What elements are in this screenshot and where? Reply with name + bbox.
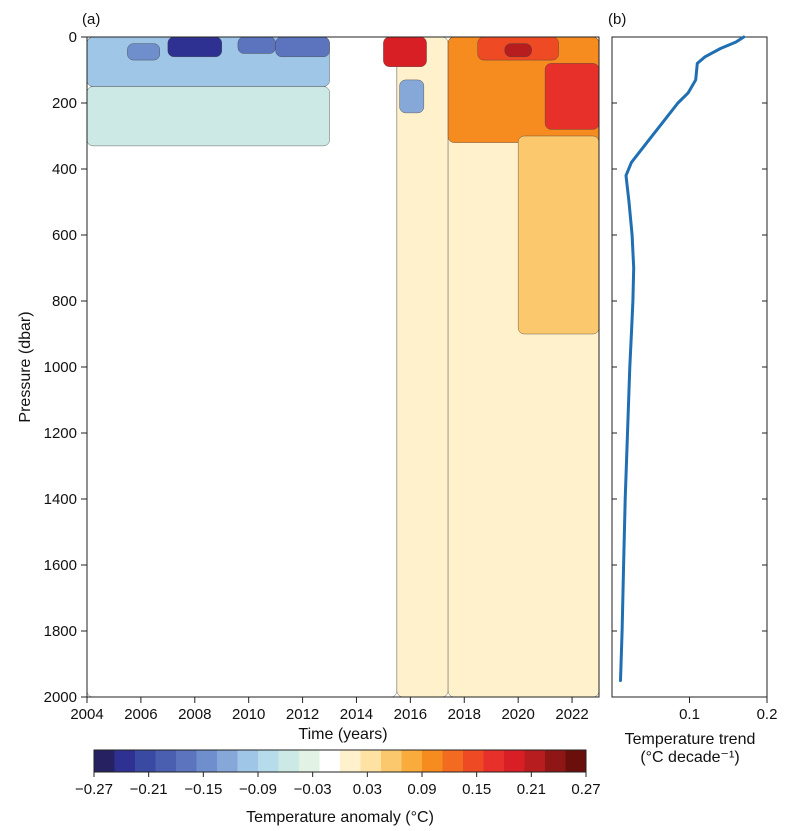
colorbar-tick-label: −0.09 (239, 781, 277, 798)
colorbar-swatch (340, 750, 361, 772)
colorbar-swatch (114, 750, 136, 772)
colorbar-label: Temperature anomaly (°C) (246, 809, 434, 826)
colorbar-swatch (360, 750, 382, 772)
anomaly-region (127, 43, 160, 61)
y-tick-label: 1200 (44, 425, 77, 442)
anomaly-region (167, 36, 222, 57)
y-tick-label: 200 (52, 95, 77, 112)
y-tick-label: 400 (52, 161, 77, 178)
y-tick-label: 1400 (44, 491, 77, 508)
trend-plot-area (619, 35, 746, 682)
x-tick-label: 2014 (340, 706, 373, 723)
y-tick-label: 1600 (44, 557, 77, 574)
colorbar-swatch (299, 750, 320, 772)
colorbar-tick-label: 0.21 (517, 781, 546, 798)
colorbar-swatch (319, 750, 341, 772)
colorbar-frame (93, 749, 587, 773)
y-tick-label: 1000 (44, 359, 77, 376)
x-tick-label: 2004 (70, 706, 103, 723)
heatmap-x-axis-label: Time (years) (298, 726, 387, 743)
colorbar-tick-label: −0.15 (184, 781, 222, 798)
colorbar-swatch (94, 750, 115, 772)
anomaly-region (237, 36, 276, 54)
x-tick-label: 2020 (501, 706, 534, 723)
x-tick-label: 2016 (394, 706, 427, 723)
y-tick-label: 800 (52, 293, 77, 310)
colorbar-tick-label: −0.21 (130, 781, 168, 798)
colorbar-swatch (401, 750, 423, 772)
colorbar-swatch (135, 750, 156, 772)
colorbar-swatch (545, 750, 566, 772)
x-tick-label: 2010 (232, 706, 265, 723)
colorbar (93, 749, 587, 773)
anomaly-region (275, 36, 330, 57)
trend-x-tick-label: 0.2 (757, 706, 778, 723)
colorbar-tick-label: −0.27 (75, 781, 113, 798)
colorbar-swatch (381, 750, 402, 772)
trend-line (619, 35, 746, 682)
x-tick-label: 2012 (286, 706, 319, 723)
x-tick-label: 2006 (124, 706, 157, 723)
colorbar-swatch (483, 750, 505, 772)
colorbar-swatch (196, 750, 218, 772)
colorbar-swatch (155, 750, 177, 772)
colorbar-swatch (217, 750, 238, 772)
colorbar-swatch (463, 750, 484, 772)
colorbar-tick-label: 0.09 (407, 781, 436, 798)
panel-a-label: (a) (82, 11, 100, 28)
anomaly-region (399, 79, 425, 114)
colorbar-swatch (278, 750, 300, 772)
anomaly-region (504, 43, 532, 57)
colorbar-ticks: −0.27 −0.21 −0.15 −0.09 −0.03 0.03 0.09 0.15 0.2… (75, 772, 601, 798)
colorbar-tick-label: 0.03 (353, 781, 382, 798)
anomaly-region (517, 135, 600, 335)
colorbar-swatch (504, 750, 525, 772)
anomaly-region (383, 36, 427, 67)
colorbar-swatch (176, 750, 197, 772)
y-tick-label: 0 (69, 29, 77, 46)
x-tick-label: 2008 (178, 706, 211, 723)
trend-x-axis-label: Temperature trend (625, 731, 756, 748)
y-tick-label: 1800 (44, 623, 77, 640)
anomaly-region (396, 36, 449, 698)
y-tick-label: 2000 (44, 689, 77, 706)
panel-b-label: (b) (608, 11, 626, 28)
anomaly-region (544, 63, 600, 130)
colorbar-tick-label: 0.27 (571, 781, 600, 798)
heatmap-y-axis-label: Pressure (dbar) (17, 311, 34, 422)
colorbar-tick-label: 0.15 (462, 781, 491, 798)
colorbar-tick-label: −0.03 (294, 781, 332, 798)
trend-frame (611, 36, 768, 698)
heatmap-plot-area (86, 36, 600, 698)
y-tick-label: 600 (52, 227, 77, 244)
heatmap-x-ticks: 2004 2006 2008 2010 2012 2014 2016 2018 2020 2022 (70, 697, 589, 723)
trend-x-axis-units: (°C decade⁻¹) (640, 749, 739, 766)
anomaly-region (86, 86, 330, 147)
x-tick-label: 2022 (555, 706, 588, 723)
trend-x-tick-label: 0.1 (679, 706, 700, 723)
heatmap-y-ticks: 0 200 400 600 800 1000 1200 1400 1600 1800 2000 (44, 29, 87, 706)
colorbar-swatch (442, 750, 464, 772)
colorbar-swatch (565, 750, 587, 772)
x-tick-label: 2018 (448, 706, 481, 723)
colorbar-swatch (237, 750, 259, 772)
colorbar-swatch (524, 750, 546, 772)
colorbar-swatch (258, 750, 279, 772)
colorbar-swatch (422, 750, 443, 772)
trend-ticks: 0.1 0.2 (612, 36, 778, 723)
